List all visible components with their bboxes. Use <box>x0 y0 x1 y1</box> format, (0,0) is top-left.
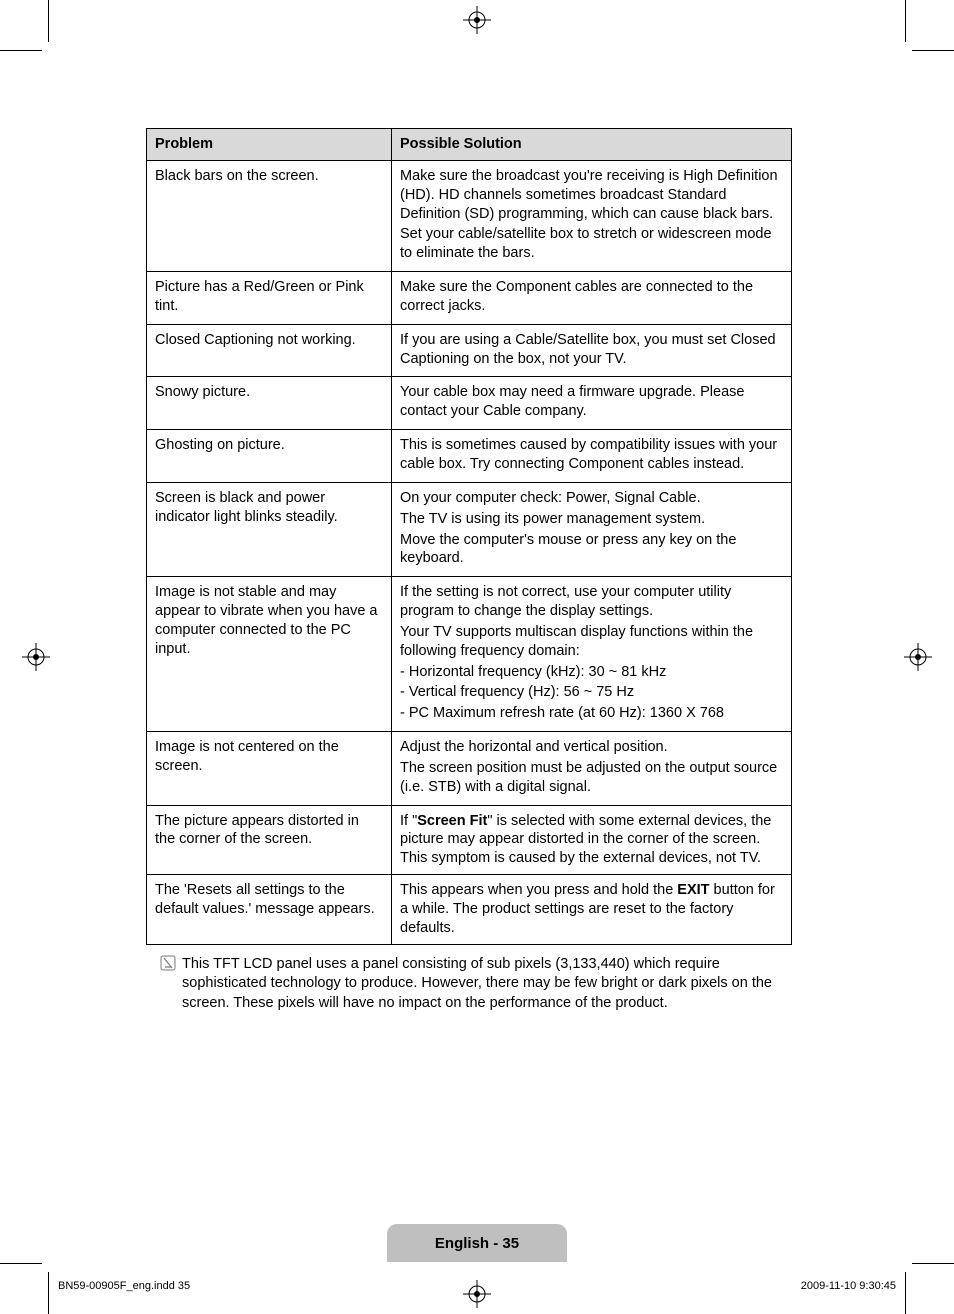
solution-cell: If the setting is not correct, use your … <box>392 577 792 732</box>
crop-mark <box>905 0 906 42</box>
table-header-problem: Problem <box>147 129 392 161</box>
footer-right: 2009-11-10 9:30:45 <box>801 1280 896 1292</box>
problem-cell: Snowy picture. <box>147 377 392 430</box>
solution-line: This is sometimes caused by compatibilit… <box>400 436 783 474</box>
solution-cell: Adjust the horizontal and vertical posit… <box>392 732 792 806</box>
crop-mark <box>0 1263 42 1264</box>
problem-cell: Image is not centered on the screen. <box>147 732 392 806</box>
solution-cell: This appears when you press and hold the… <box>392 875 792 945</box>
page-number-label: English - 35 <box>387 1224 567 1262</box>
solution-line: If you are using a Cable/Satellite box, … <box>400 331 783 369</box>
crop-mark <box>48 1272 49 1314</box>
table-row: The 'Resets all settings to the default … <box>147 875 792 945</box>
problem-cell: Black bars on the screen. <box>147 160 392 271</box>
table-row: Screen is black and power indicator ligh… <box>147 482 792 576</box>
solution-line: - Vertical frequency (Hz): 56 ~ 75 Hz <box>400 683 783 702</box>
crop-mark <box>912 50 954 51</box>
solution-line: On your computer check: Power, Signal Ca… <box>400 489 783 508</box>
table-row: Image is not centered on the screen. Adju… <box>147 732 792 806</box>
problem-cell: Ghosting on picture. <box>147 430 392 483</box>
troubleshooting-table: Problem Possible Solution Black bars on … <box>146 128 792 945</box>
solution-line: Make sure the Component cables are conne… <box>400 278 783 316</box>
solution-line: The screen position must be adjusted on … <box>400 759 783 797</box>
note-icon <box>160 955 176 1014</box>
solution-cell: This is sometimes caused by compatibilit… <box>392 430 792 483</box>
page-content: Problem Possible Solution Black bars on … <box>146 128 792 1013</box>
solution-cell: Make sure the broadcast you're receiving… <box>392 160 792 271</box>
problem-cell: Image is not stable and may appear to vi… <box>147 577 392 732</box>
solution-line: If the setting is not correct, use your … <box>400 583 783 621</box>
registration-mark-icon <box>463 6 491 34</box>
solution-line: The TV is using its power management sys… <box>400 510 783 529</box>
solution-cell: If "Screen Fit" is selected with some ex… <box>392 805 792 875</box>
solution-line: Move the computer's mouse or press any k… <box>400 531 783 569</box>
table-header-solution: Possible Solution <box>392 129 792 161</box>
note-block: This TFT LCD panel uses a panel consisti… <box>146 955 792 1014</box>
registration-mark-icon <box>904 643 932 671</box>
crop-mark <box>905 1272 906 1314</box>
table-row: Image is not stable and may appear to vi… <box>147 577 792 732</box>
solution-line: Adjust the horizontal and vertical posit… <box>400 738 783 757</box>
problem-cell: The 'Resets all settings to the default … <box>147 875 392 945</box>
solution-line: - Horizontal frequency (kHz): 30 ~ 81 kH… <box>400 663 783 682</box>
problem-cell: Closed Captioning not working. <box>147 324 392 377</box>
solution-line: Make sure the broadcast you're receiving… <box>400 167 783 224</box>
problem-cell: The picture appears distorted in the cor… <box>147 805 392 875</box>
solution-cell: If you are using a Cable/Satellite box, … <box>392 324 792 377</box>
solution-line: Your cable box may need a firmware upgra… <box>400 383 783 421</box>
problem-cell: Screen is black and power indicator ligh… <box>147 482 392 576</box>
solution-line: Your TV supports multiscan display funct… <box>400 623 783 661</box>
crop-mark <box>912 1263 954 1264</box>
registration-mark-icon <box>22 643 50 671</box>
solution-cell: On your computer check: Power, Signal Ca… <box>392 482 792 576</box>
table-row: Closed Captioning not working.If you are… <box>147 324 792 377</box>
solution-line: - PC Maximum refresh rate (at 60 Hz): 13… <box>400 704 783 723</box>
crop-mark <box>48 0 49 42</box>
problem-cell: Picture has a Red/Green or Pink tint. <box>147 272 392 325</box>
table-row: Ghosting on picture.This is sometimes ca… <box>147 430 792 483</box>
page-number-text: English - 35 <box>435 1235 519 1252</box>
table-row: The picture appears distorted in the cor… <box>147 805 792 875</box>
solution-line: Set your cable/satellite box to stretch … <box>400 225 783 263</box>
crop-mark <box>0 50 42 51</box>
table-row: Snowy picture.Your cable box may need a … <box>147 377 792 430</box>
note-text: This TFT LCD panel uses a panel consisti… <box>182 955 792 1014</box>
registration-mark-icon <box>463 1280 491 1308</box>
solution-cell: Make sure the Component cables are conne… <box>392 272 792 325</box>
table-row: Picture has a Red/Green or Pink tint.Mak… <box>147 272 792 325</box>
footer-left: BN59-00905F_eng.indd 35 <box>58 1280 190 1292</box>
solution-cell: Your cable box may need a firmware upgra… <box>392 377 792 430</box>
table-row: Black bars on the screen.Make sure the b… <box>147 160 792 271</box>
